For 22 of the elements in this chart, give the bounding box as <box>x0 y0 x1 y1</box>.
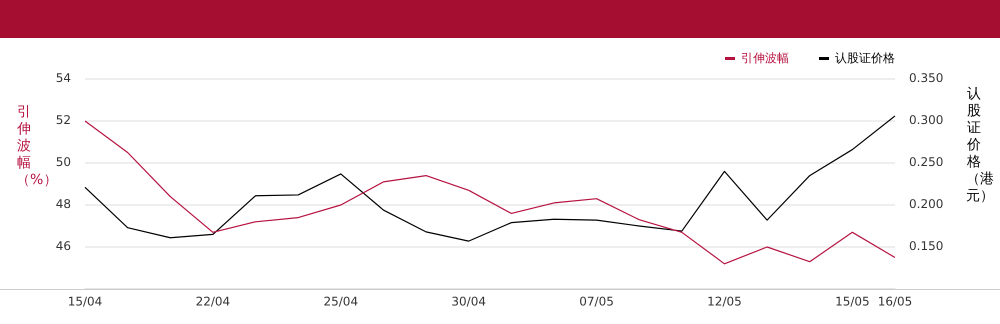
x-tick-label: 15/04 <box>68 294 102 308</box>
x-tick-label: 22/04 <box>196 294 230 308</box>
y-tick-label: 46 <box>56 239 71 254</box>
x-tick-label: 15/05 <box>835 294 870 308</box>
y2-tick-label: 0.250 <box>909 155 944 170</box>
x-tick-label: 30/04 <box>451 294 486 308</box>
y2-tick-label: 0.200 <box>909 197 944 212</box>
y-tick-label: 50 <box>56 155 71 170</box>
y2-tick-label: 0.150 <box>909 239 944 254</box>
legend-label: 认股证价格 <box>835 50 895 67</box>
y2-tick-label: 0.350 <box>909 71 944 86</box>
x-tick-label: 25/04 <box>323 294 358 308</box>
y2-axis-title: 认股证价格（港元） <box>966 86 994 205</box>
x-tick-label: 16/05 <box>878 294 912 308</box>
y-tick-label: 54 <box>56 71 71 86</box>
x-tick-label: 12/05 <box>707 294 742 308</box>
y-axis-title: 引伸波幅（%） <box>16 104 58 189</box>
y-tick-label: 48 <box>56 197 71 212</box>
legend-label: 引伸波幅 <box>741 50 789 67</box>
y-tick-label: 52 <box>56 113 71 128</box>
x-tick-label: 07/05 <box>579 294 614 308</box>
y2-tick-label: 0.300 <box>909 113 944 128</box>
